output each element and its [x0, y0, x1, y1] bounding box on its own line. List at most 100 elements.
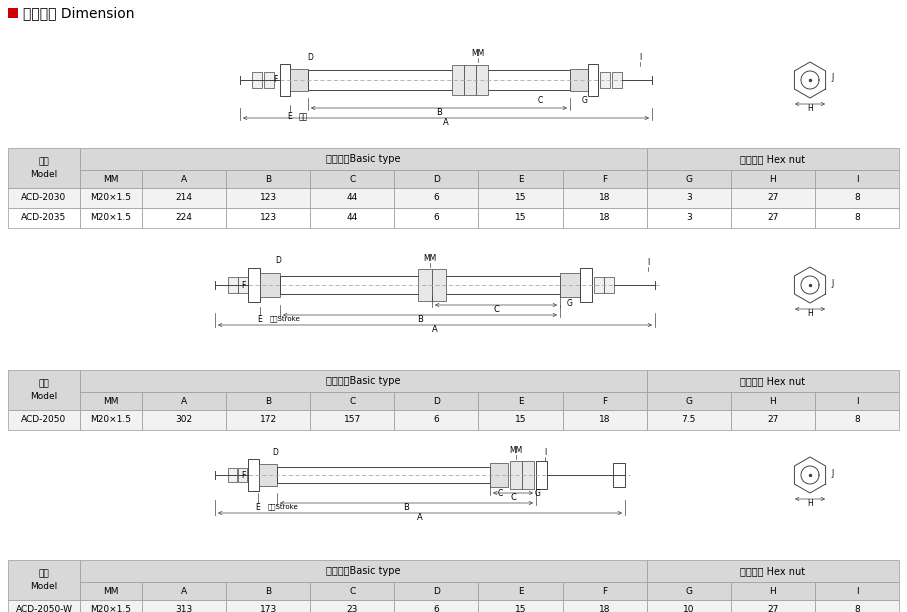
- Text: 173: 173: [259, 605, 277, 612]
- Text: E: E: [518, 174, 523, 184]
- Text: 基本尺寸Basic type: 基本尺寸Basic type: [327, 566, 401, 576]
- Text: 6: 6: [434, 193, 439, 203]
- Text: D: D: [272, 448, 278, 457]
- Text: C: C: [537, 96, 542, 105]
- Text: D: D: [433, 397, 440, 406]
- Bar: [395, 410, 479, 430]
- Bar: [8, 188, 80, 208]
- Bar: [308, 70, 570, 90]
- Text: MM: MM: [103, 174, 119, 184]
- Bar: [226, 410, 310, 430]
- Text: 外型尺寸 Dimension: 外型尺寸 Dimension: [23, 6, 134, 20]
- Text: H: H: [769, 174, 776, 184]
- Text: MM: MM: [510, 446, 522, 455]
- Bar: [8, 560, 80, 600]
- Bar: [238, 468, 247, 482]
- Bar: [8, 148, 80, 188]
- Bar: [80, 560, 647, 582]
- Bar: [277, 467, 490, 483]
- Bar: [80, 148, 647, 170]
- Text: 123: 123: [259, 193, 277, 203]
- Bar: [226, 600, 310, 612]
- Text: 302: 302: [175, 416, 192, 425]
- Bar: [580, 268, 592, 302]
- Bar: [310, 392, 395, 410]
- Bar: [80, 170, 142, 188]
- Bar: [562, 582, 647, 600]
- Text: 313: 313: [175, 605, 192, 612]
- Text: H: H: [807, 309, 813, 318]
- Text: B: B: [265, 586, 271, 595]
- Bar: [8, 600, 80, 612]
- Text: I: I: [544, 448, 546, 457]
- Text: ACD-2035: ACD-2035: [22, 214, 66, 223]
- Bar: [142, 208, 226, 228]
- Text: D: D: [275, 256, 281, 265]
- Text: B: B: [417, 315, 423, 324]
- Bar: [142, 170, 226, 188]
- Text: 8: 8: [854, 416, 860, 425]
- Text: M20×1.5: M20×1.5: [91, 214, 132, 223]
- Text: I: I: [855, 174, 858, 184]
- Text: 行程: 行程: [299, 112, 308, 121]
- Bar: [310, 208, 395, 228]
- Text: 18: 18: [599, 193, 610, 203]
- Bar: [248, 459, 259, 491]
- Text: M20×1.5: M20×1.5: [91, 193, 132, 203]
- Bar: [594, 277, 604, 293]
- Text: 8: 8: [854, 605, 860, 612]
- Text: 10: 10: [683, 605, 695, 612]
- Bar: [647, 392, 731, 410]
- Text: H: H: [769, 397, 776, 406]
- Text: MM: MM: [103, 397, 119, 406]
- Text: F: F: [602, 397, 607, 406]
- Bar: [310, 188, 395, 208]
- Bar: [80, 582, 142, 600]
- Text: ACD-2050: ACD-2050: [22, 416, 66, 425]
- Bar: [479, 208, 562, 228]
- Bar: [522, 461, 534, 489]
- Text: 型号
Model: 型号 Model: [30, 379, 58, 401]
- Text: 15: 15: [515, 605, 526, 612]
- Bar: [560, 273, 580, 297]
- Text: I: I: [639, 53, 641, 62]
- Bar: [142, 582, 226, 600]
- Bar: [464, 65, 476, 95]
- Bar: [142, 392, 226, 410]
- Bar: [80, 410, 142, 430]
- Text: 15: 15: [515, 416, 526, 425]
- Bar: [647, 560, 899, 582]
- Text: A: A: [181, 586, 187, 595]
- Text: H: H: [769, 586, 776, 595]
- Bar: [731, 188, 814, 208]
- Text: 6: 6: [434, 416, 439, 425]
- Text: A: A: [444, 118, 449, 127]
- Text: C: C: [349, 174, 356, 184]
- Bar: [562, 600, 647, 612]
- Bar: [142, 410, 226, 430]
- Bar: [80, 600, 142, 612]
- Text: 行程Stroke: 行程Stroke: [270, 315, 301, 322]
- Bar: [228, 468, 237, 482]
- Text: ACD-2050-W: ACD-2050-W: [15, 605, 73, 612]
- Bar: [395, 170, 479, 188]
- Bar: [588, 64, 598, 96]
- Text: 27: 27: [767, 214, 778, 223]
- Bar: [248, 268, 260, 302]
- Bar: [8, 8, 18, 18]
- Text: I: I: [647, 258, 649, 267]
- Bar: [290, 69, 308, 91]
- Bar: [226, 392, 310, 410]
- Bar: [647, 600, 731, 612]
- Text: F: F: [602, 586, 607, 595]
- Bar: [562, 188, 647, 208]
- Bar: [604, 277, 614, 293]
- Bar: [8, 208, 80, 228]
- Bar: [228, 277, 238, 293]
- Bar: [647, 148, 899, 170]
- Text: MM: MM: [424, 254, 436, 263]
- Bar: [310, 600, 395, 612]
- Text: F: F: [602, 174, 607, 184]
- Text: E: E: [288, 112, 292, 121]
- Bar: [395, 600, 479, 612]
